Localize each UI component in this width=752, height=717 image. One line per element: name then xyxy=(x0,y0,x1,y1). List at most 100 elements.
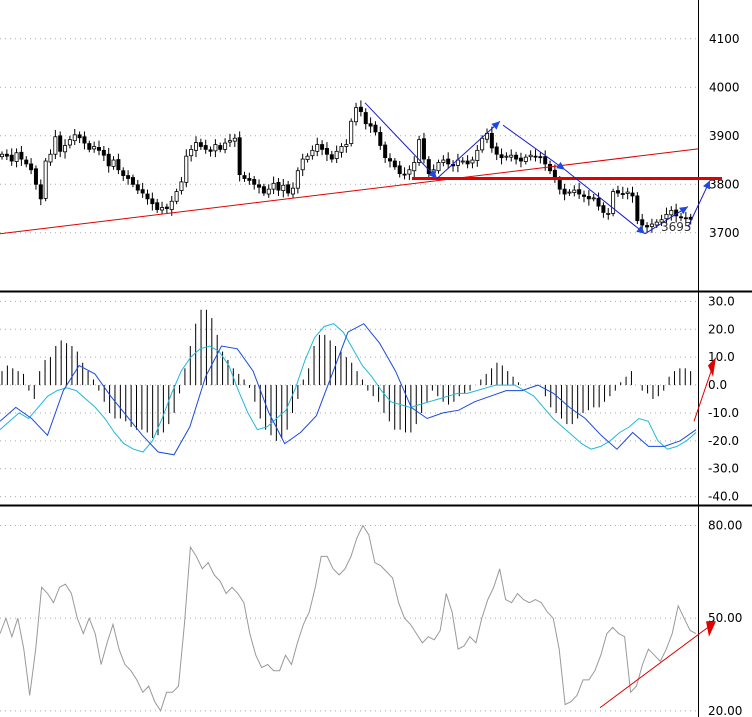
candle-body xyxy=(329,154,334,160)
candle-body xyxy=(625,191,630,194)
candle-body xyxy=(286,184,291,194)
candle-body xyxy=(87,143,92,150)
candle-body xyxy=(562,188,567,195)
candle-body xyxy=(72,134,77,142)
swing-arrowhead xyxy=(636,225,645,234)
candle-body xyxy=(320,144,325,150)
candle-body xyxy=(160,207,165,211)
swing-line xyxy=(687,180,711,228)
candle-body xyxy=(290,187,295,195)
candle-body xyxy=(14,152,19,162)
osc-tick-label: 20.0 xyxy=(708,322,735,336)
osc-tick-label: -20.0 xyxy=(708,434,739,448)
candle-body xyxy=(499,154,504,159)
candle-body xyxy=(421,138,426,160)
candle-body xyxy=(538,156,543,159)
candle-body xyxy=(223,142,228,150)
candle-body xyxy=(368,123,373,127)
swing-arrowhead xyxy=(428,169,437,179)
candle-body xyxy=(58,135,63,152)
candle-body xyxy=(344,144,349,147)
candle-body xyxy=(441,159,446,163)
price-tick-label: 4000 xyxy=(709,80,740,94)
candle-body xyxy=(208,149,213,152)
candle-body xyxy=(417,139,422,163)
candle-body xyxy=(116,159,121,171)
candle-body xyxy=(378,132,383,146)
candle-body xyxy=(97,147,102,151)
candle-body xyxy=(606,212,611,215)
price-panel: 4100 4000 3900 3800 3700 xyxy=(0,32,740,240)
candle-body xyxy=(397,165,402,175)
candle-body xyxy=(247,178,252,181)
candle-body xyxy=(257,184,262,188)
candle-body xyxy=(630,192,635,197)
candle-body xyxy=(198,142,203,147)
candle-body xyxy=(620,193,625,195)
candle-body xyxy=(635,195,640,222)
candle-body xyxy=(174,191,179,202)
swing-line xyxy=(564,169,646,235)
candle-body xyxy=(354,107,359,123)
swing-line xyxy=(502,124,566,171)
candle-body xyxy=(523,156,528,162)
signal-line xyxy=(0,323,697,453)
candle-body xyxy=(615,190,620,194)
candle-body xyxy=(339,146,344,153)
osc-tick-label: -10.0 xyxy=(708,406,739,420)
rsi-red-arrowhead xyxy=(706,621,716,637)
candle-body xyxy=(310,149,315,157)
candle-body xyxy=(679,216,684,219)
candle-body xyxy=(577,189,582,195)
candle-body xyxy=(150,198,155,205)
candle-body xyxy=(572,189,577,193)
candle-body xyxy=(645,225,650,228)
rsi-panel: 80.00 50.00 20.00 xyxy=(0,519,742,717)
candle-body xyxy=(383,144,388,159)
candle-body xyxy=(543,156,548,165)
candle-body xyxy=(548,164,553,172)
candle-body xyxy=(305,155,310,160)
candle-body xyxy=(77,134,82,139)
candle-body xyxy=(295,170,300,189)
candle-body xyxy=(63,145,68,153)
rsi-tick-label: 20.00 xyxy=(708,704,742,717)
candle-body xyxy=(67,139,72,146)
candle-body xyxy=(252,179,257,185)
osc-tick-label: -40.0 xyxy=(708,490,739,504)
candle-body xyxy=(480,137,485,151)
swing-arrowhead xyxy=(491,121,500,130)
candle-body xyxy=(407,169,412,175)
candle-body xyxy=(38,184,43,200)
candle-body xyxy=(130,177,135,185)
price-tick-label: 4100 xyxy=(709,32,740,46)
candle-body xyxy=(33,168,38,185)
candle-body xyxy=(460,160,465,163)
rsi-tick-label: 50.00 xyxy=(708,611,742,625)
price-tick-label: 3900 xyxy=(709,129,740,143)
candle-body xyxy=(683,217,688,220)
candle-body xyxy=(514,154,519,160)
red-trendline xyxy=(0,148,699,235)
osc-red-arrowhead xyxy=(708,357,716,377)
candle-body xyxy=(184,155,189,183)
swing-arrowhead xyxy=(703,180,711,190)
candle-body xyxy=(164,206,169,209)
candle-body xyxy=(426,159,431,175)
price-low-annotation: 3695 xyxy=(661,220,692,234)
candle-body xyxy=(640,219,645,226)
candle-body xyxy=(203,145,208,150)
candle-body xyxy=(9,154,14,162)
candle-body xyxy=(470,159,475,164)
candle-body xyxy=(582,194,587,197)
candle-body xyxy=(596,197,601,207)
candle-body xyxy=(436,162,441,172)
candle-body xyxy=(29,163,34,171)
candle-body xyxy=(349,120,354,144)
candle-body xyxy=(465,160,470,165)
candle-body xyxy=(591,197,596,200)
candle-body xyxy=(489,132,494,149)
swing-line xyxy=(644,206,689,235)
candle-body xyxy=(179,181,184,192)
candle-body xyxy=(557,179,562,190)
